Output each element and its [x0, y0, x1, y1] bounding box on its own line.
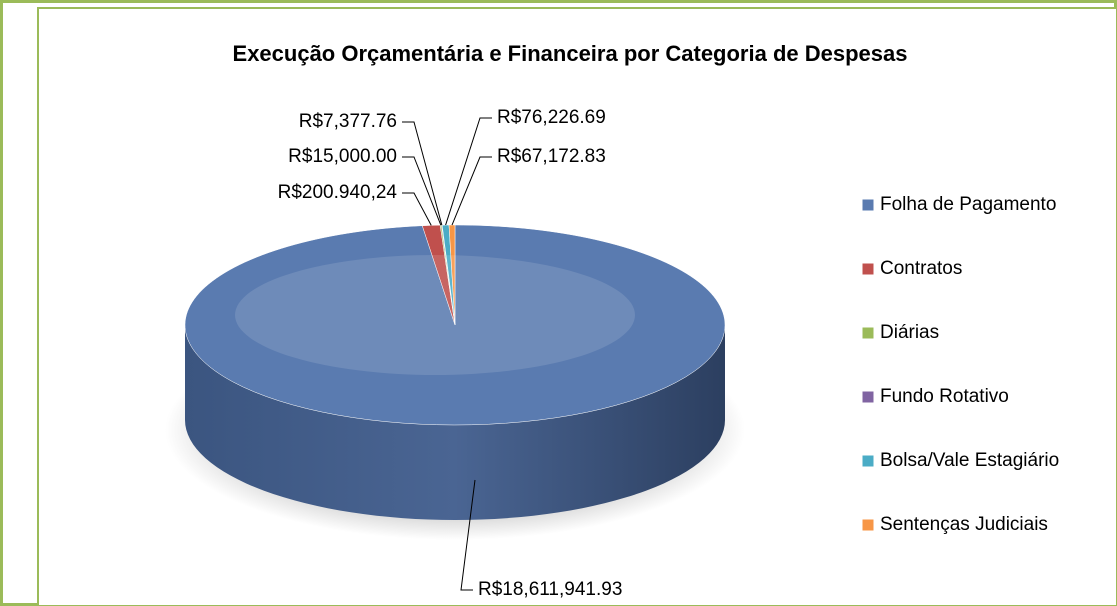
leader-line — [402, 192, 432, 226]
legend-label: Bolsa/Vale Estagiário — [880, 450, 1059, 471]
leader-line — [402, 121, 443, 226]
legend-label: Sentenças Judiciais — [880, 514, 1048, 535]
legend-swatch — [861, 390, 875, 404]
leader-line — [451, 156, 492, 226]
pie-sheen — [235, 255, 635, 375]
legend-label: Diárias — [880, 322, 939, 343]
leader-line — [460, 479, 476, 591]
legend-swatch — [861, 326, 875, 340]
legend-swatch — [861, 518, 875, 532]
data-label: R$7,377.76 — [299, 111, 397, 132]
legend-label: Contratos — [880, 258, 962, 279]
data-label: R$15,000.00 — [288, 146, 397, 167]
data-label: R$76,226.69 — [497, 107, 606, 128]
data-label: R$200.940,24 — [278, 182, 398, 203]
pie-side — [185, 325, 725, 520]
data-label: R$18,611,941.93 — [478, 579, 622, 600]
leader-line — [402, 156, 442, 226]
pie-slice — [448, 224, 456, 326]
data-label: R$67,172.83 — [497, 146, 606, 167]
legend-label: Folha de Pagamento — [880, 194, 1056, 215]
legend-label: Fundo Rotativo — [880, 386, 1009, 407]
leader-line — [445, 117, 492, 226]
legend-swatch — [861, 262, 875, 276]
legend-swatch — [861, 454, 875, 468]
chart-title: Execução Orçamentária e Financeira por C… — [233, 41, 908, 66]
legend-swatch — [861, 198, 875, 212]
